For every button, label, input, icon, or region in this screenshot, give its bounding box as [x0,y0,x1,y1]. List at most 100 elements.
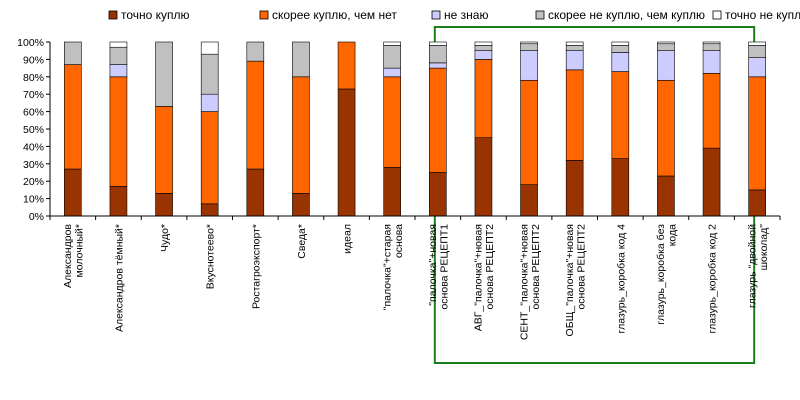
bars [64,41,766,217]
bar-segment [109,46,128,65]
bar-segment [474,59,493,139]
bar-segment [657,50,675,81]
bar-segment [520,41,538,45]
category-label: Вкуснотеево* [205,224,217,289]
category-label: Александров [62,224,74,288]
bar-segment [109,41,128,48]
bar-segment [292,193,310,217]
bar-segment [429,62,447,69]
category-label: основа РЕЦЕПТ2 [575,224,587,310]
y-tick-label: 10% [23,194,44,206]
bar-segment [657,41,675,45]
legend-label: точно куплю [121,8,190,22]
legend-swatch [431,10,441,20]
category-label: глазурь_коробка код 4 [615,224,627,334]
category-label: идеал [342,224,354,254]
bar-segment [337,88,356,217]
bar-segment [64,168,82,217]
bar-segment [246,41,265,62]
bar-segment [109,76,128,187]
legend-swatch [259,10,269,20]
bar-segment [520,50,538,81]
bar-segment [702,73,721,149]
bar-segment [200,41,219,55]
bar-segment [109,186,128,217]
category-label: АВГ_"палочка"+новая [473,224,485,331]
bar-segment [611,158,630,217]
bar-segment [611,71,630,159]
category-label: Сведа* [296,224,308,259]
bar-segment [155,41,173,107]
bar-segment [748,41,766,46]
bar-segment [702,50,721,74]
category-label: шоколад" [758,224,770,271]
bar-segment [155,193,173,217]
bar-segment [702,41,721,45]
x-axis-labels: Александров молочный* Александров тёмный* Ч… [62,224,770,341]
bar-segment [702,43,721,52]
category-label: СЕНТ_"палочка"+новая [518,224,530,340]
bar-segment [109,64,128,78]
bar-segment [611,45,630,53]
bar-segment [246,60,265,170]
bar-segment [611,41,630,46]
y-tick-label: 50% [23,124,44,136]
category-label: "палочка"+новая [427,224,439,306]
legend-swatch [712,10,722,20]
bar-segment [200,93,219,112]
bar-segment [474,41,493,46]
bar-segment [520,184,538,217]
bar-segment [155,106,173,194]
bar-segment [474,45,493,51]
bar-segment [565,45,584,51]
category-label: Ростагроэкспорт* [250,224,262,309]
y-tick-label: 100% [17,37,44,49]
category-label: основа РЕЦЕПТ2 [530,224,542,310]
bar-segment [246,168,265,217]
y-tick-label: 40% [23,141,44,153]
bar-segment [657,43,675,52]
bar-segment [200,53,219,95]
y-tick-label: 80% [23,72,44,84]
bar-segment [383,45,401,69]
bar-segment [383,67,401,78]
bar-segment [383,76,401,168]
category-label: "палочка"+старая [381,224,393,310]
y-tick-label: 90% [23,54,44,66]
category-label: ОБЩ_"палочка"+новая [564,224,576,336]
bar-segment [64,41,82,65]
bar-segment [565,69,584,161]
bar-segment [383,166,401,217]
y-tick-label: 20% [23,176,44,188]
bar-segment [474,50,493,60]
category-label: основа [393,224,405,258]
bar-segment [429,172,447,217]
legend-label: скорее куплю, чем нет [272,8,397,22]
legend: точно куплю скорее куплю, чем нет не знаю с… [108,8,800,22]
bar-segment [429,45,447,64]
category-label: Чудо* [159,224,171,252]
bar-segment [565,50,584,71]
bar-segment [748,189,766,217]
bar-segment [748,45,766,58]
bar-segment [702,147,721,217]
bar-segment [611,52,630,72]
category-label: основа РЕЦЕПТ1 [439,224,451,310]
bar-segment [565,160,584,217]
bar-segment [292,41,310,78]
bar-segment [64,64,82,170]
category-label: молочный* [74,224,86,277]
bar-segment [657,175,675,217]
category-label: глазурь "двойной [746,224,758,308]
y-tick-label: 0% [29,211,44,223]
bar-segment [520,79,538,185]
bar-segment [748,76,766,191]
legend-label: не знаю [444,8,488,22]
bar-segment [383,41,401,46]
y-axis: 0% 10% 20% 30% 40% 50% 60% 70% 80% 90% 100% [17,37,781,223]
category-label: Александров тёмный* [113,224,125,332]
bar-segment [429,41,447,46]
bar-segment [292,76,310,194]
legend-swatch [108,10,118,20]
bar-segment [520,43,538,52]
